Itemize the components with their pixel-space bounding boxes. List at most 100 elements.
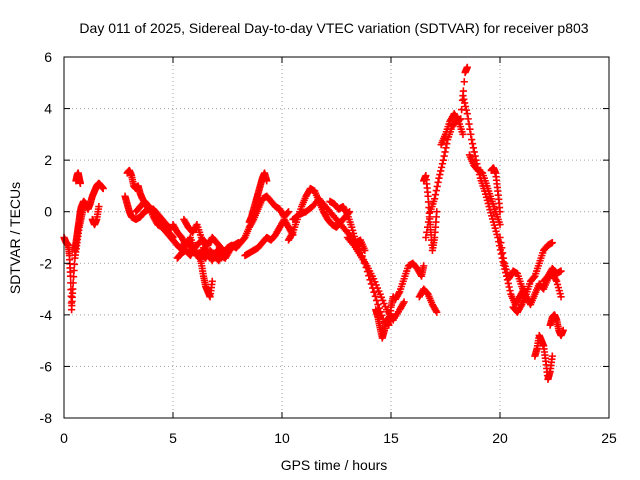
data-point [464, 115, 472, 123]
x-tick-label: 5 [169, 430, 177, 446]
data-point [431, 191, 440, 199]
data-point [470, 148, 478, 156]
data-point [366, 276, 374, 284]
data-point [431, 195, 439, 203]
series-arc-21 [415, 285, 441, 316]
y-tick-label: 2 [44, 152, 52, 168]
data-point [460, 95, 468, 103]
data-point [465, 120, 473, 128]
x-tick-label: 25 [601, 430, 617, 446]
series-arc-30 [531, 331, 556, 383]
data-point [70, 260, 79, 268]
axis-ticks: 0 5 10 15 20 25 -8 -6 -4 -2 0 2 4 6 [40, 49, 617, 446]
data-point [496, 233, 504, 242]
data-point [201, 240, 209, 248]
data-point [349, 240, 357, 248]
data-point [438, 160, 447, 168]
data-point [497, 239, 505, 247]
series-arc-4 [88, 202, 103, 229]
data-point [454, 116, 462, 124]
data-point [557, 293, 565, 301]
data-point [552, 276, 560, 284]
data-point [496, 221, 504, 229]
series-arc-26 [465, 151, 504, 229]
data-point [468, 140, 477, 148]
data-point [467, 130, 475, 138]
y-tick-label: -8 [40, 410, 53, 426]
series-arc-23 [420, 172, 441, 254]
data-point [436, 170, 444, 179]
data-point [420, 262, 428, 270]
y-tick-label: 4 [44, 101, 52, 117]
series-arc-17 [326, 197, 369, 254]
y-tick-label: 0 [44, 204, 52, 220]
data-point [433, 308, 441, 316]
chart-title: Day 011 of 2025, Sidereal Day-to-day VTE… [79, 20, 588, 36]
data-point [506, 287, 514, 295]
y-tick-label: -4 [40, 307, 53, 323]
data-point [400, 298, 408, 306]
data-point [461, 99, 469, 107]
data-point [99, 184, 107, 193]
data-point [497, 250, 505, 258]
data-point [435, 174, 443, 182]
data-point [463, 110, 471, 118]
series-arc-27 [487, 164, 504, 216]
data-point [434, 178, 442, 186]
data-point [462, 106, 471, 114]
series-arc-11 [180, 215, 210, 249]
data-point [69, 273, 78, 281]
series-arc-29 [509, 239, 556, 316]
data-point [422, 233, 430, 242]
data-point [361, 246, 369, 254]
data-point [459, 130, 467, 138]
data-point [443, 140, 451, 148]
data-point [469, 144, 478, 152]
data-point [498, 244, 506, 252]
data-point [69, 279, 77, 287]
data-point [432, 307, 440, 315]
data-point [70, 266, 78, 275]
series-arc-3 [72, 169, 84, 187]
series-arc-20 [391, 259, 428, 303]
data-point [371, 292, 379, 300]
y-axis-label: SDTVAR / TECUs [7, 182, 23, 294]
data-point [441, 148, 449, 156]
data-point [69, 285, 77, 293]
data-point [548, 239, 556, 247]
x-tick-label: 15 [383, 430, 399, 446]
data-point [202, 241, 210, 249]
data-point [466, 125, 474, 133]
y-tick-label: -2 [40, 255, 53, 271]
data-point [423, 228, 431, 236]
y-tick-label: 6 [44, 49, 52, 65]
data-point [95, 202, 103, 211]
series-arc-9 [173, 233, 229, 262]
data-point [460, 78, 468, 86]
data-point [437, 167, 445, 175]
data-point [557, 267, 565, 275]
data-point [468, 135, 476, 144]
data-point [395, 289, 403, 297]
data-point [432, 186, 440, 195]
y-tick-label: -6 [40, 358, 53, 374]
data-point [374, 300, 382, 309]
data-point [263, 177, 271, 185]
data-point [437, 163, 446, 171]
data-point [499, 249, 507, 257]
data-point [373, 296, 381, 305]
series-arc-13 [245, 169, 271, 226]
data-point [342, 209, 351, 217]
data-point [208, 277, 216, 285]
data-point [399, 299, 407, 308]
grid-lines [64, 57, 609, 418]
x-tick-label: 0 [60, 430, 68, 446]
x-axis-label: GPS time / hours [281, 457, 388, 473]
data-point [517, 302, 525, 310]
data-point [461, 102, 470, 111]
data-point [284, 208, 293, 216]
data-point [284, 209, 292, 217]
data-point [463, 63, 471, 71]
